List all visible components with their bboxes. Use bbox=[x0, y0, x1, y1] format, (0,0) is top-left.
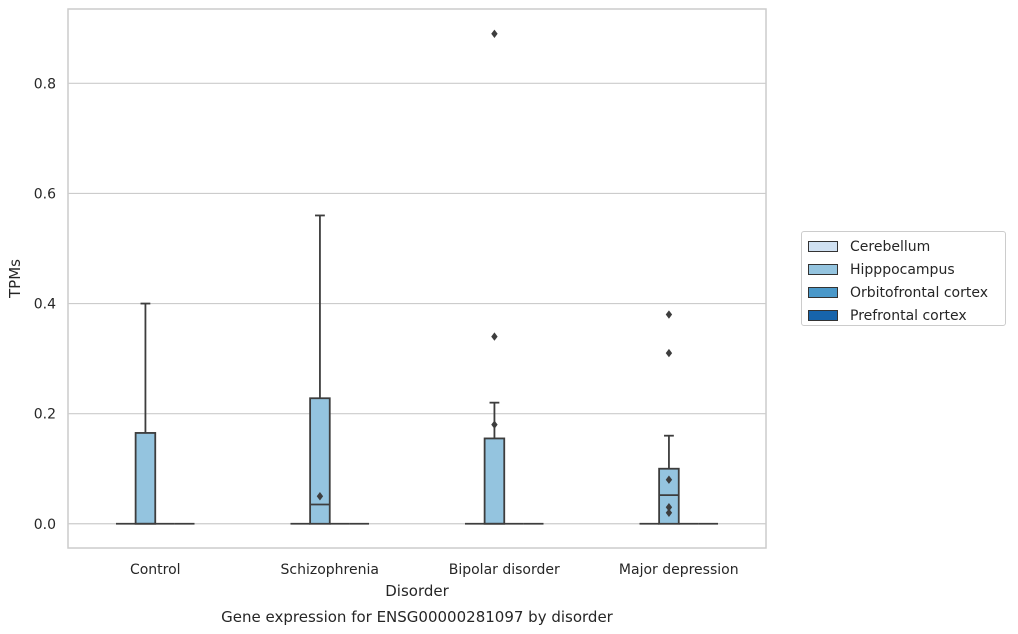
outlier-point bbox=[665, 310, 673, 319]
outlier-point bbox=[491, 420, 498, 429]
box-hipppocampus bbox=[483, 29, 506, 525]
legend-label: Cerebellum bbox=[850, 238, 931, 255]
legend-item-orbitofrontal-cortex: Orbitofrontal cortex bbox=[808, 281, 1005, 304]
box-rect bbox=[134, 432, 157, 525]
y-tick-label: 0.0 bbox=[34, 517, 56, 533]
y-tick-label: 0.4 bbox=[34, 297, 56, 313]
y-tick-label: 0.8 bbox=[34, 76, 56, 92]
legend-label: Prefrontal cortex bbox=[850, 307, 967, 324]
y-axis-title: TPMs bbox=[6, 259, 24, 299]
y-tick-label: 0.6 bbox=[34, 186, 56, 202]
grid-lines bbox=[68, 82, 766, 525]
legend-item-prefrontal-cortex: Prefrontal cortex bbox=[808, 304, 1005, 327]
legend-item-cerebellum: Cerebellum bbox=[808, 235, 1005, 258]
x-tick-label: Schizophrenia bbox=[281, 562, 379, 578]
outlier-point bbox=[665, 475, 673, 484]
outlier-point bbox=[665, 508, 673, 517]
box-rect bbox=[309, 397, 331, 525]
outlier-point bbox=[665, 503, 673, 512]
legend-swatch bbox=[808, 241, 838, 252]
box-hipppocampus bbox=[134, 302, 157, 525]
x-axis-title: Disorder bbox=[385, 582, 449, 600]
outlier-point bbox=[491, 332, 498, 341]
x-tick-label: Control bbox=[130, 562, 181, 578]
outlier-point bbox=[491, 29, 498, 38]
outlier-point bbox=[665, 348, 673, 358]
legend-label: Hipppocampus bbox=[850, 261, 955, 278]
plot-area-frame bbox=[67, 8, 767, 549]
box-rect bbox=[483, 437, 506, 525]
legend-label: Orbitofrontal cortex bbox=[850, 284, 988, 301]
legend-swatch bbox=[808, 264, 838, 275]
x-tick-labels: Control Schizophrenia Bipolar disorder Majo… bbox=[130, 562, 739, 578]
chart-title: Gene expression for ENSG00000281097 by d… bbox=[221, 608, 614, 626]
box-series bbox=[115, 29, 719, 525]
legend-item-hippocampus: Hipppocampus bbox=[808, 258, 1005, 281]
box-hipppocampus bbox=[658, 310, 680, 525]
legend: Cerebellum Hipppocampus Orbitofrontal co… bbox=[801, 231, 1006, 326]
outlier-point bbox=[316, 492, 324, 501]
y-tick-label: 0.2 bbox=[34, 407, 56, 423]
box-hipppocampus bbox=[309, 214, 331, 525]
legend-swatch bbox=[808, 287, 838, 298]
y-tick-labels: 0.0 0.2 0.4 0.6 0.8 bbox=[34, 76, 56, 532]
legend-swatch bbox=[808, 310, 838, 321]
x-tick-label: Major depression bbox=[619, 562, 739, 578]
box-rect bbox=[658, 467, 680, 525]
x-tick-label: Bipolar disorder bbox=[449, 562, 560, 578]
